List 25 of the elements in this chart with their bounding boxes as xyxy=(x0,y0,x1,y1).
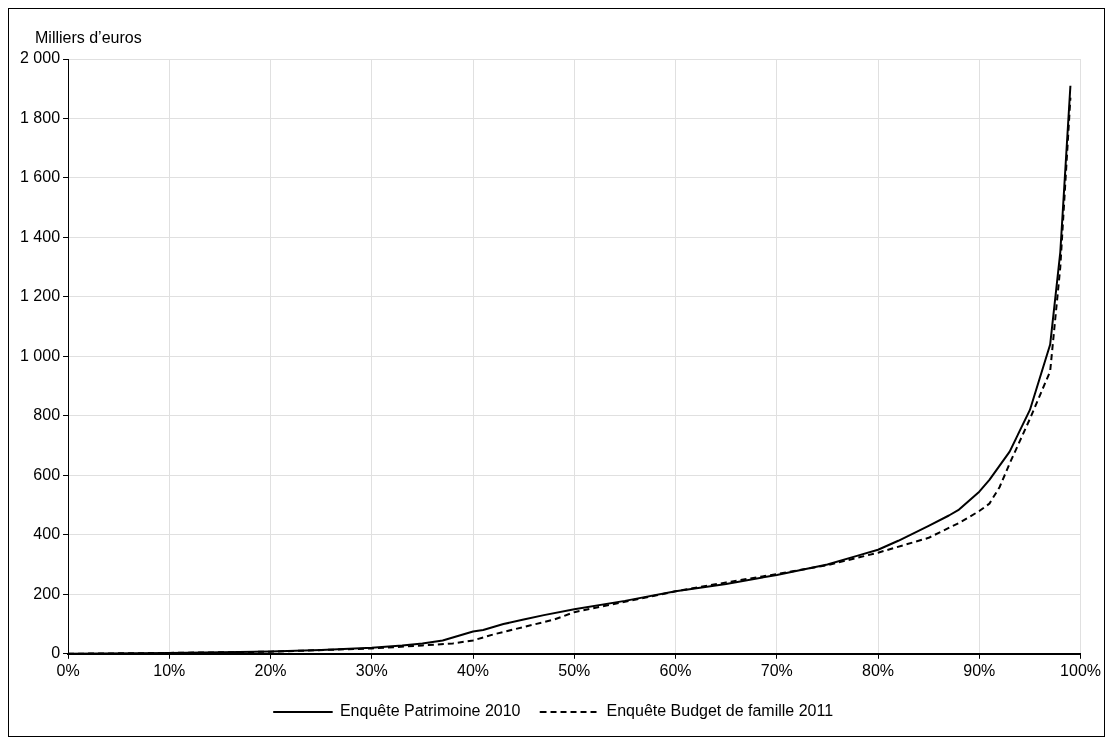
x-tick-label: 10% xyxy=(153,661,186,679)
x-tick-label: 20% xyxy=(254,661,287,679)
x-tick-label: 0% xyxy=(56,661,80,679)
y-tick-label: 0 xyxy=(51,644,61,662)
y-tick-label: 1 000 xyxy=(19,346,61,364)
x-tick-label: 70% xyxy=(760,661,793,679)
x-tick-label: 90% xyxy=(963,661,996,679)
y-tick-label: 1 800 xyxy=(19,108,61,126)
y-tick-label: 200 xyxy=(33,584,61,602)
y-tick-label: 600 xyxy=(33,465,61,483)
y-tick-label: 1 400 xyxy=(19,227,61,245)
y-tick-label: 1 600 xyxy=(19,168,61,186)
legend-label: Enquête Budget de famille 2011 xyxy=(606,702,834,720)
y-tick-label: 2 000 xyxy=(19,49,61,67)
x-tick-label: 50% xyxy=(558,661,591,679)
y-axis-title: Milliers d’euros xyxy=(35,29,142,47)
x-tick-label: 60% xyxy=(659,661,692,679)
y-tick-label: 400 xyxy=(33,525,61,543)
x-tick-label: 40% xyxy=(457,661,490,679)
y-tick-label: 1 200 xyxy=(19,287,61,305)
y-tick-label: 800 xyxy=(33,406,61,424)
x-tick-label: 100% xyxy=(1060,661,1101,679)
x-tick-label: 30% xyxy=(355,661,388,679)
legend-label: Enquête Patrimoine 2010 xyxy=(339,702,521,720)
x-tick-label: 80% xyxy=(862,661,895,679)
